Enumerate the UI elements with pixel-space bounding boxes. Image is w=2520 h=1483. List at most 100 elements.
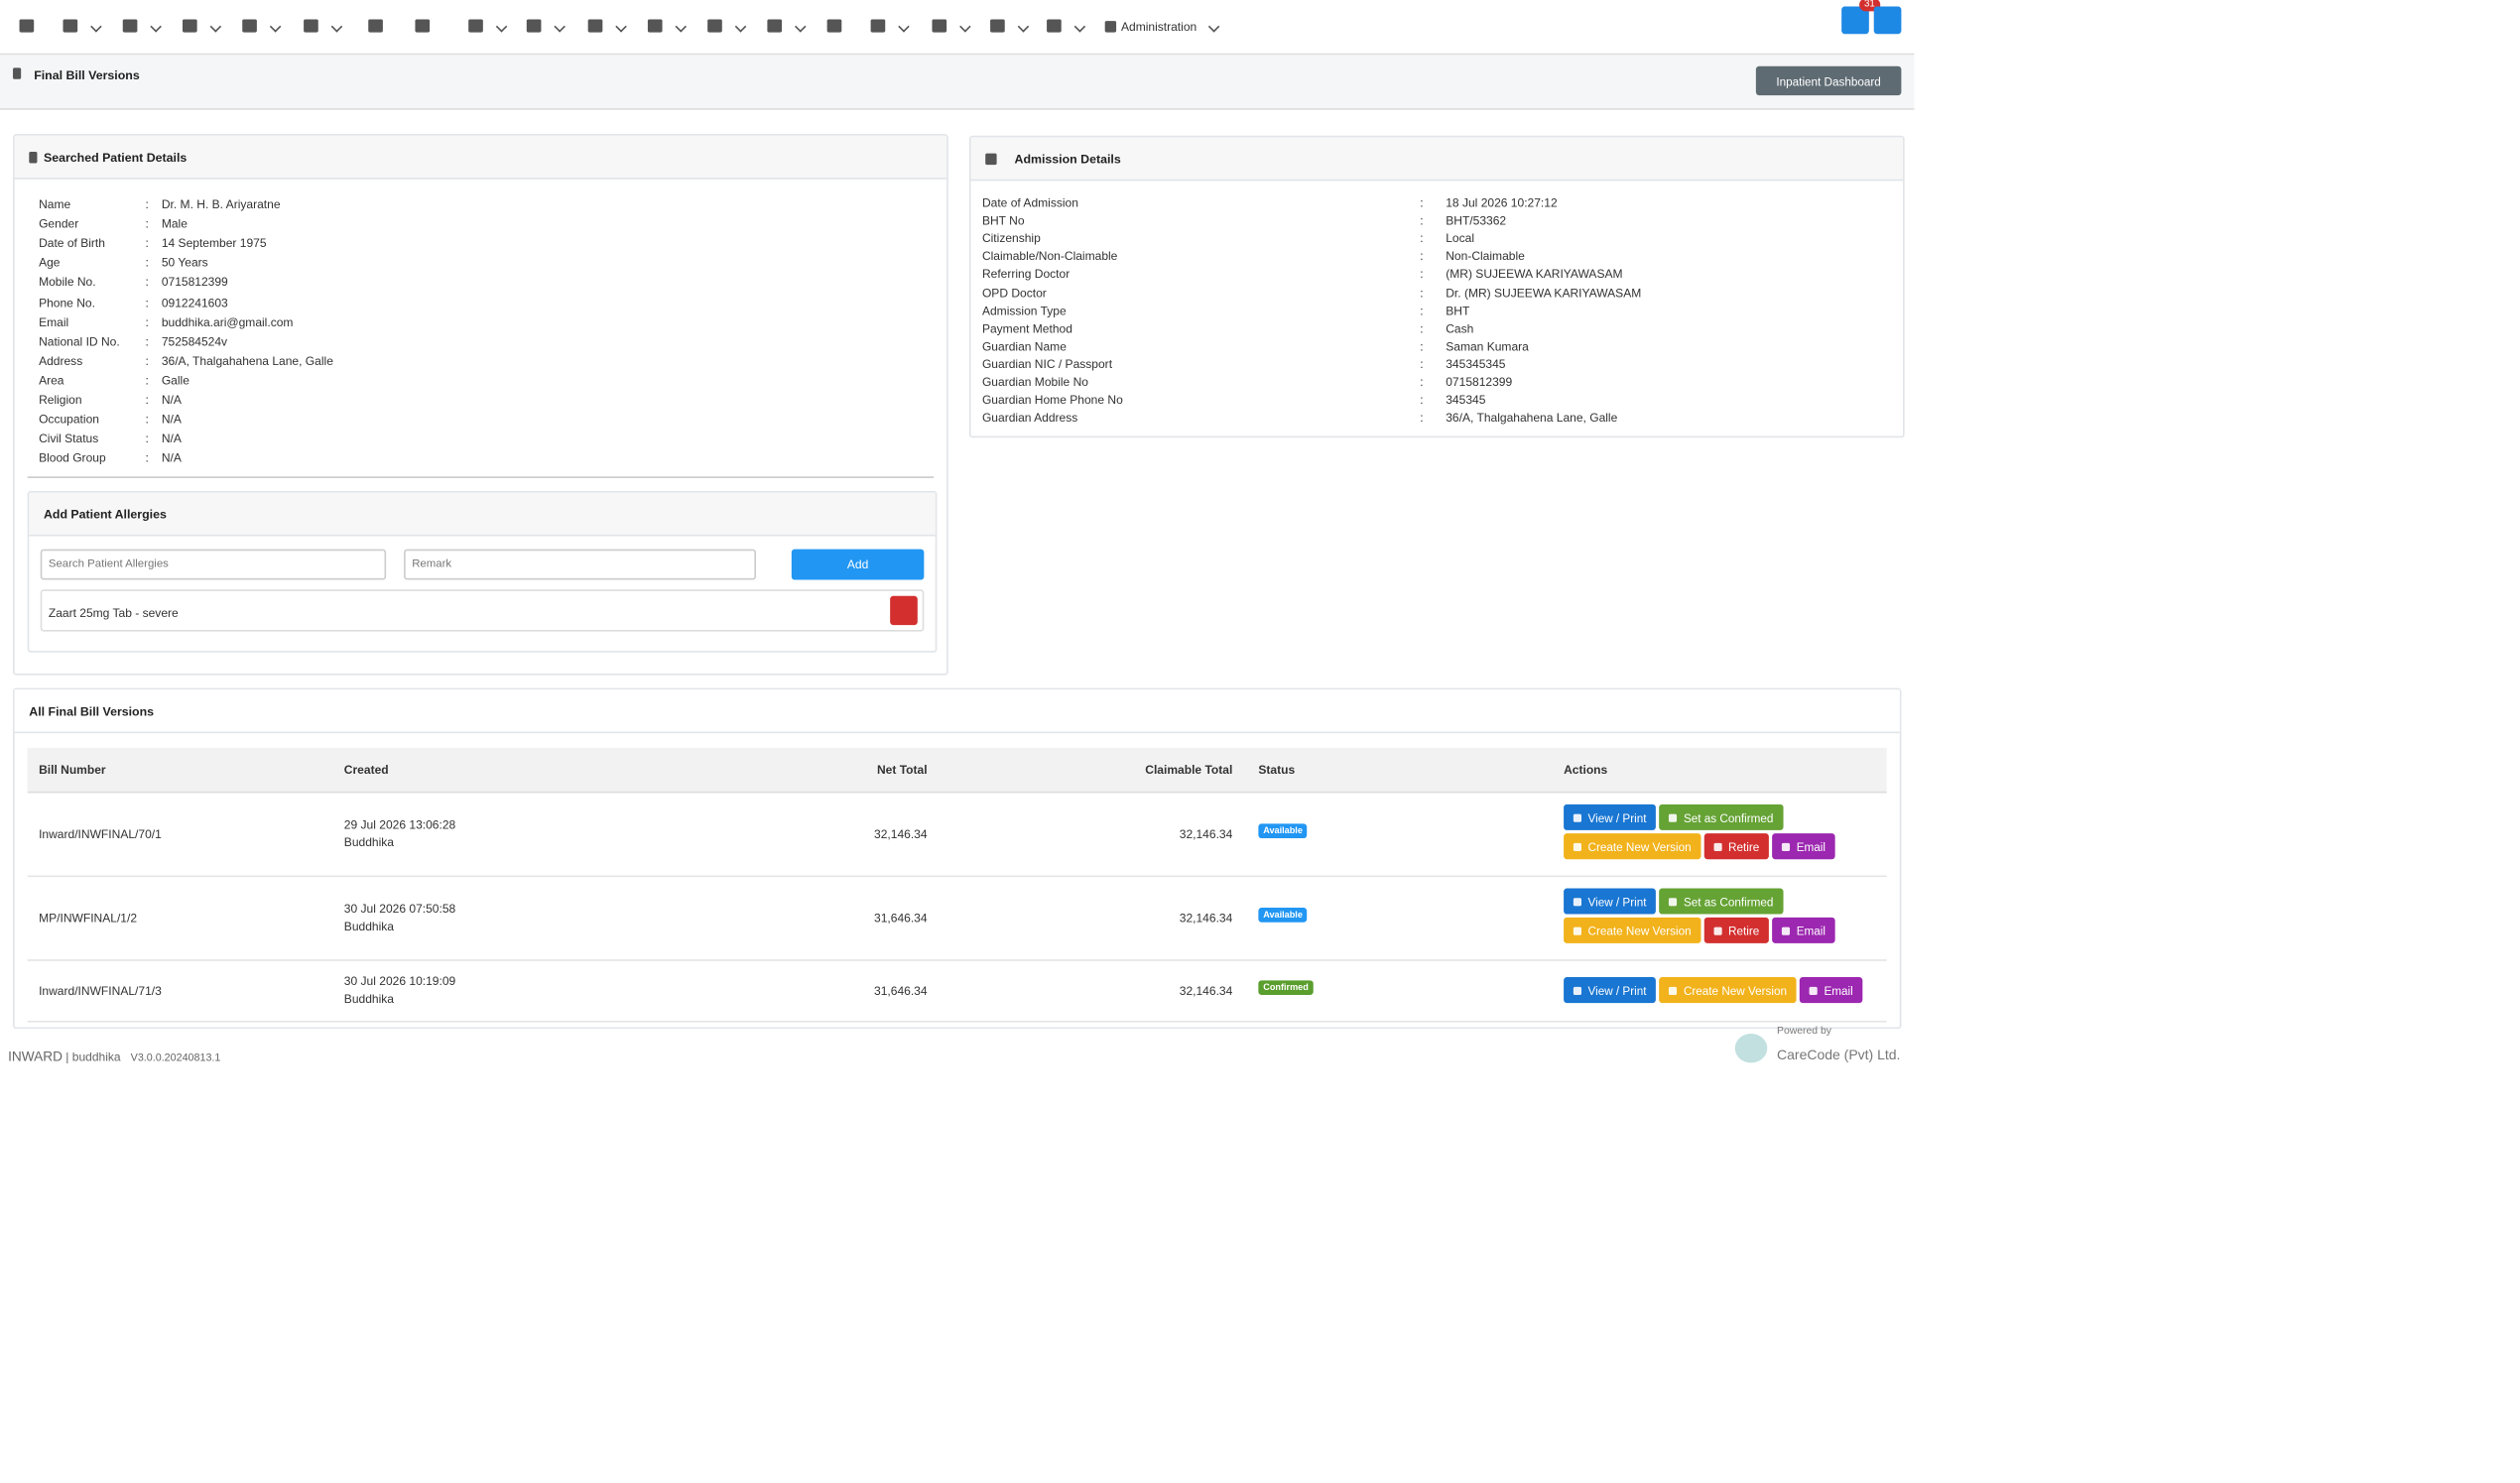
detail-label: National ID No.: [39, 333, 120, 349]
remark-input[interactable]: Remark: [404, 549, 756, 580]
status-badge: Confirmed: [1258, 980, 1314, 995]
add-button[interactable]: Add: [791, 549, 925, 580]
bill-number: Inward/INWFINAL/70/1: [39, 826, 162, 842]
nav-icon[interactable]: [368, 19, 383, 33]
logout-button[interactable]: [1873, 6, 1902, 35]
header-bar: [0, 55, 1915, 110]
nav-icon[interactable]: [990, 19, 1005, 33]
nav-icon[interactable]: [304, 19, 318, 33]
nav-icon[interactable]: [767, 19, 783, 33]
nav-icon[interactable]: [526, 19, 542, 33]
page-title: Final Bill Versions: [13, 67, 140, 82]
net-total: 31,646.34: [874, 983, 928, 999]
nav-icon[interactable]: [932, 19, 947, 33]
detail-separator: :: [1420, 356, 1424, 372]
action-button[interactable]: View / Print: [1564, 888, 1657, 915]
row-border: [27, 1021, 1887, 1023]
detail-separator: :: [145, 295, 149, 309]
detail-label: Payment Method: [981, 320, 1072, 336]
logo-mark: [1734, 1034, 1768, 1063]
nav-icon[interactable]: [242, 19, 257, 33]
detail-separator: :: [145, 275, 149, 291]
patient-card: Searched Patient Details Name: Dr. M. H. …: [13, 134, 948, 676]
detail-value: Saman Kumara: [1446, 338, 1529, 354]
detail-separator: :: [1420, 285, 1424, 301]
delete-button[interactable]: [890, 595, 918, 626]
admin-menu[interactable]: Administration: [1104, 20, 1197, 34]
navbar: [0, 0, 1915, 56]
nav-icon[interactable]: [182, 19, 197, 33]
action-button[interactable]: Create New Version: [1659, 977, 1797, 1004]
allergy-title: Add Patient Allergies: [43, 506, 167, 522]
detail-separator: :: [1420, 392, 1424, 408]
action-button[interactable]: View / Print: [1564, 977, 1657, 1004]
detail-value: (MR) SUJEEWA KARIYAWASAM: [1446, 267, 1623, 282]
detail-value: 345345: [1446, 392, 1486, 408]
add-label: Add: [846, 556, 869, 572]
action-button[interactable]: Email: [1800, 977, 1863, 1004]
nav-icon[interactable]: [468, 19, 483, 33]
nav-icon[interactable]: [19, 19, 35, 33]
nav-icon[interactable]: [63, 19, 78, 33]
claimable-total: 32,146.34: [1179, 911, 1233, 926]
detail-label: Guardian NIC / Passport: [981, 356, 1113, 372]
detail-label: Mobile No.: [39, 275, 96, 291]
actions: View / Print Set as Confirmed Create New V…: [1564, 888, 1887, 943]
allergy-item: Zaart 25mg Tab - severe: [40, 589, 925, 632]
search-placeholder: Search Patient Allergies: [48, 558, 169, 570]
detail-value: Dr. (MR) SUJEEWA KARIYAWASAM: [1446, 285, 1642, 301]
title-text: Final Bill Versions: [34, 67, 140, 83]
bills-card: All Final Bill Versions Bill Number Creat…: [13, 687, 1902, 1030]
nav-icon[interactable]: [1047, 19, 1062, 33]
nav-icon[interactable]: [415, 19, 431, 33]
created-date: 30 Jul 2026 07:50:58: [343, 901, 456, 917]
footer-version: V3.0.0.20240813.1: [130, 1052, 221, 1064]
action-button[interactable]: Email: [1772, 917, 1835, 943]
detail-label: Phone No.: [39, 295, 95, 309]
action-button[interactable]: Set as Confirmed: [1659, 888, 1784, 915]
detail-value: Non-Claimable: [1446, 249, 1525, 264]
footer-app: INWARD: [8, 1048, 63, 1064]
detail-value: 345345345: [1446, 356, 1506, 372]
action-button[interactable]: Create New Version: [1564, 917, 1701, 943]
detail-separator: :: [145, 333, 149, 349]
detail-separator: :: [1420, 267, 1424, 282]
dashboard-label: Inpatient Dashboard: [1776, 73, 1881, 88]
bill-number: Inward/INWFINAL/71/3: [39, 983, 162, 999]
detail-value: N/A: [161, 432, 182, 446]
detail-value: Local: [1446, 231, 1475, 246]
detail-separator: :: [1420, 195, 1424, 210]
detail-value: BHT: [1446, 303, 1470, 318]
allergy-search[interactable]: Search Patient Allergies: [40, 549, 387, 580]
detail-separator: :: [145, 412, 149, 427]
detail-label: Claimable/Non-Claimable: [981, 249, 1118, 264]
detail-label: Gender: [39, 216, 79, 231]
detail-label: Area: [39, 372, 64, 388]
action-button[interactable]: View / Print: [1564, 803, 1657, 830]
nav-icon[interactable]: [122, 19, 138, 33]
claimable-total: 32,146.34: [1179, 826, 1233, 842]
created-by: Buddhika: [343, 919, 395, 934]
action-button[interactable]: Email: [1772, 833, 1835, 860]
detail-value: 0715812399: [1446, 374, 1513, 390]
allergy-text: Zaart 25mg Tab - severe: [48, 605, 179, 621]
detail-separator: :: [145, 353, 149, 368]
column-header: Actions: [1564, 762, 1608, 778]
detail-label: Guardian Home Phone No: [981, 392, 1123, 408]
dashboard-button[interactable]: Inpatient Dashboard: [1755, 65, 1902, 96]
detail-separator: :: [145, 313, 149, 329]
action-button[interactable]: Set as Confirmed: [1659, 803, 1784, 830]
nav-icon[interactable]: [587, 19, 603, 33]
remark-placeholder: Remark: [412, 558, 452, 570]
action-button[interactable]: Retire: [1703, 833, 1770, 860]
nav-icon[interactable]: [707, 19, 722, 33]
action-button[interactable]: Retire: [1703, 917, 1770, 943]
detail-value: 0912241603: [161, 295, 228, 309]
action-button[interactable]: Create New Version: [1564, 833, 1701, 860]
nav-icon[interactable]: [826, 19, 842, 33]
detail-label: Name: [39, 196, 71, 212]
actions: View / Print Create New Version Email: [1564, 977, 1887, 1004]
nav-icon[interactable]: [647, 19, 663, 33]
notification-badge: 31: [1859, 0, 1880, 12]
nav-icon[interactable]: [870, 19, 886, 33]
